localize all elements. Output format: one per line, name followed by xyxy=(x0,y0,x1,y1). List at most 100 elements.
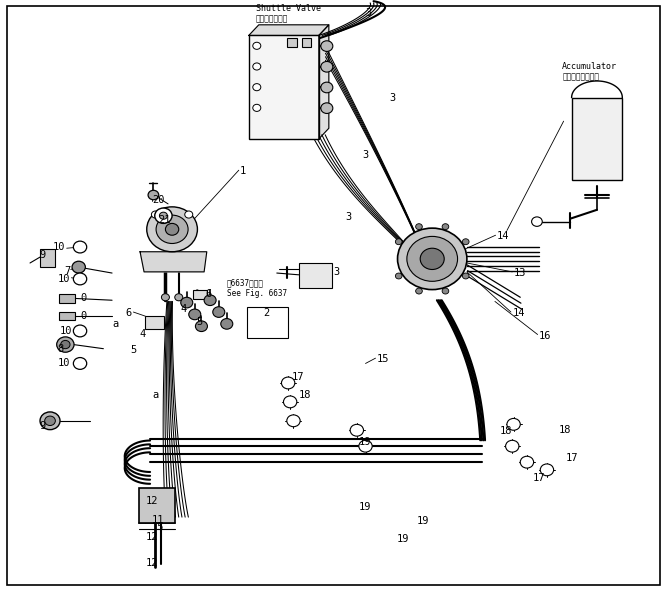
Text: Shuttle Valve: Shuttle Valve xyxy=(256,4,321,13)
Text: 4: 4 xyxy=(139,329,145,339)
Circle shape xyxy=(156,215,188,243)
Text: 0: 0 xyxy=(81,311,87,321)
Circle shape xyxy=(442,223,449,229)
Circle shape xyxy=(151,211,159,218)
Text: シャトルバルブ: シャトルバルブ xyxy=(256,14,288,24)
Circle shape xyxy=(40,412,60,430)
Circle shape xyxy=(61,340,70,349)
Circle shape xyxy=(253,63,261,70)
Text: 3: 3 xyxy=(362,150,368,160)
Circle shape xyxy=(221,319,233,329)
Polygon shape xyxy=(140,252,207,272)
Text: 14: 14 xyxy=(497,232,510,241)
Circle shape xyxy=(204,295,216,306)
Circle shape xyxy=(161,294,169,301)
Circle shape xyxy=(507,418,520,430)
Text: 17: 17 xyxy=(566,453,578,463)
Text: 10: 10 xyxy=(57,274,70,284)
Circle shape xyxy=(359,440,372,452)
Circle shape xyxy=(73,325,87,337)
Circle shape xyxy=(520,456,534,468)
Circle shape xyxy=(73,241,87,253)
Bar xyxy=(299,263,332,288)
Bar xyxy=(59,294,75,303)
Circle shape xyxy=(253,83,261,90)
Text: 10: 10 xyxy=(57,359,70,368)
Text: 4: 4 xyxy=(180,304,186,313)
Circle shape xyxy=(159,212,167,219)
Circle shape xyxy=(165,223,179,235)
Text: 7: 7 xyxy=(64,266,70,275)
Circle shape xyxy=(506,440,519,452)
Bar xyxy=(302,38,311,47)
Text: 10: 10 xyxy=(53,242,65,252)
Circle shape xyxy=(396,273,402,279)
Circle shape xyxy=(321,82,333,93)
Text: 12: 12 xyxy=(145,496,158,506)
Text: a: a xyxy=(152,390,158,400)
Circle shape xyxy=(321,103,333,113)
Text: 3: 3 xyxy=(389,93,395,102)
Polygon shape xyxy=(319,25,329,139)
Bar xyxy=(139,488,175,523)
Text: 2: 2 xyxy=(263,309,269,318)
Circle shape xyxy=(181,297,193,308)
Text: 0: 0 xyxy=(81,294,87,303)
Text: 19: 19 xyxy=(417,517,430,526)
Text: 6: 6 xyxy=(126,309,132,318)
Circle shape xyxy=(147,207,197,252)
Circle shape xyxy=(462,239,469,245)
Circle shape xyxy=(321,61,333,72)
Bar xyxy=(572,98,622,180)
Bar xyxy=(40,249,55,267)
Circle shape xyxy=(253,105,261,111)
Text: See Fig. 6637: See Fig. 6637 xyxy=(227,288,287,298)
Circle shape xyxy=(398,228,467,290)
Text: a: a xyxy=(112,319,118,329)
Text: 20: 20 xyxy=(152,195,165,204)
Circle shape xyxy=(189,309,201,320)
Circle shape xyxy=(287,415,300,427)
Text: 5: 5 xyxy=(197,317,203,327)
Circle shape xyxy=(540,464,554,476)
Circle shape xyxy=(396,239,402,245)
Text: 9: 9 xyxy=(39,251,45,260)
Text: 3: 3 xyxy=(334,267,340,277)
Text: 18: 18 xyxy=(559,426,572,435)
Circle shape xyxy=(283,396,297,408)
Circle shape xyxy=(57,337,74,352)
Circle shape xyxy=(73,358,87,369)
Text: 12: 12 xyxy=(145,532,158,541)
Text: 14: 14 xyxy=(512,309,525,318)
Circle shape xyxy=(195,321,207,332)
Circle shape xyxy=(442,288,449,294)
Text: 3: 3 xyxy=(366,8,372,18)
Text: 第6637図参照: 第6637図参照 xyxy=(227,278,263,287)
Text: 19: 19 xyxy=(359,502,372,512)
Circle shape xyxy=(350,424,364,436)
Text: 15: 15 xyxy=(152,522,165,532)
Circle shape xyxy=(416,288,422,294)
Text: 16: 16 xyxy=(539,331,552,340)
Bar xyxy=(287,38,297,47)
Circle shape xyxy=(73,273,87,285)
Circle shape xyxy=(185,211,193,218)
Text: 18: 18 xyxy=(500,427,512,436)
Text: 1: 1 xyxy=(240,167,246,176)
Text: 17: 17 xyxy=(292,372,305,382)
Text: アキュームレータ: アキュームレータ xyxy=(562,72,599,82)
Text: 11: 11 xyxy=(152,515,165,525)
Text: 5: 5 xyxy=(131,345,137,355)
Bar xyxy=(247,307,288,338)
Text: 19: 19 xyxy=(359,437,372,447)
Text: 19: 19 xyxy=(397,534,410,544)
Text: 15: 15 xyxy=(377,355,390,364)
Circle shape xyxy=(420,248,444,269)
Polygon shape xyxy=(249,25,329,35)
Text: 6: 6 xyxy=(205,290,211,299)
Circle shape xyxy=(253,43,261,50)
Circle shape xyxy=(532,217,542,226)
Circle shape xyxy=(462,273,469,279)
Text: 8: 8 xyxy=(57,344,63,353)
Text: 12: 12 xyxy=(145,558,158,567)
